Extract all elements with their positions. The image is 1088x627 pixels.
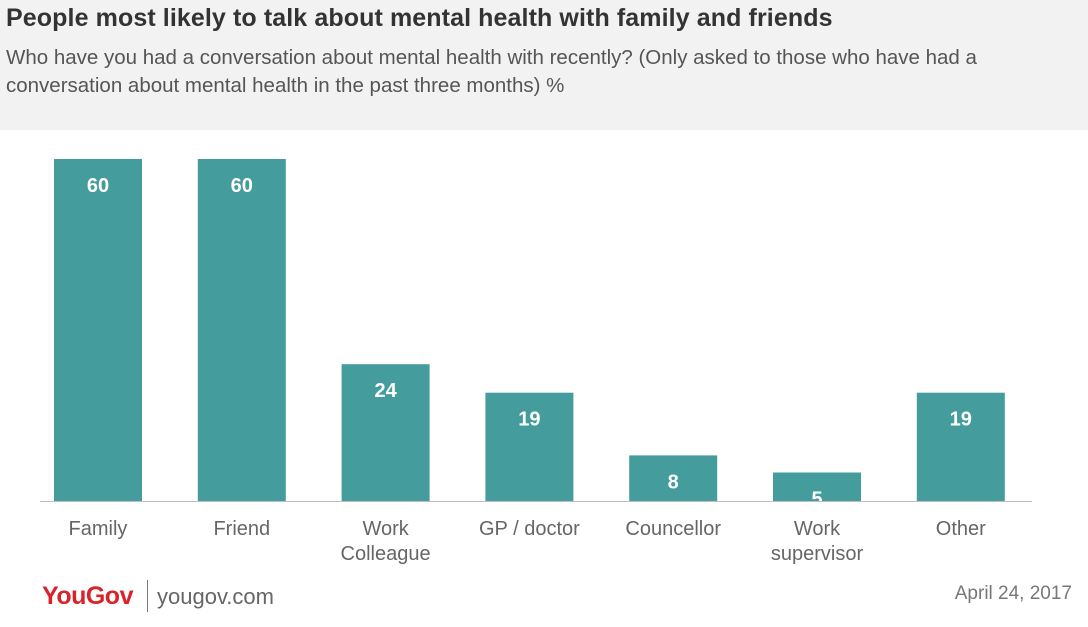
bar-1 <box>54 159 142 501</box>
bar-6 <box>773 472 861 501</box>
category-label: Work <box>794 518 841 540</box>
bar-chart: 60 Family 60 Friend 24 Work Colleague 19 GP / do… <box>40 159 1032 565</box>
bar-value-label: 8 <box>668 471 679 493</box>
bar-3 <box>341 364 430 501</box>
chart-header: People most likely to talk about mental … <box>0 0 1088 130</box>
bar-value-label: 5 <box>811 489 822 511</box>
category-label: Colleague <box>341 543 431 565</box>
bar-value-label: 24 <box>374 380 397 402</box>
category-label: Work <box>362 518 409 540</box>
bar-value-label: 19 <box>518 409 540 431</box>
yougov-logo[interactable]: YouGov <box>42 582 133 610</box>
category-label: GP / doctor <box>479 518 580 540</box>
chart-subtitle: Who have you had a conversation about me… <box>6 46 977 97</box>
footer-site-link[interactable]: yougov.com <box>157 584 274 609</box>
footer-date: April 24, 2017 <box>954 583 1072 604</box>
bar-7 <box>916 392 1005 501</box>
category-label: Family <box>69 518 128 540</box>
bar-value-label: 60 <box>231 175 253 197</box>
chart-title: People most likely to talk about mental … <box>6 4 833 32</box>
bar-5 <box>629 455 718 501</box>
category-label: Councellor <box>625 518 721 540</box>
bar-4 <box>485 392 574 501</box>
category-label: Friend <box>213 518 270 540</box>
bar-value-label: 60 <box>87 175 109 197</box>
bar-2 <box>197 159 286 501</box>
category-label: supervisor <box>771 543 864 565</box>
bar-value-label: 19 <box>950 409 972 431</box>
footer-divider <box>147 580 148 612</box>
category-label: Other <box>936 518 986 540</box>
